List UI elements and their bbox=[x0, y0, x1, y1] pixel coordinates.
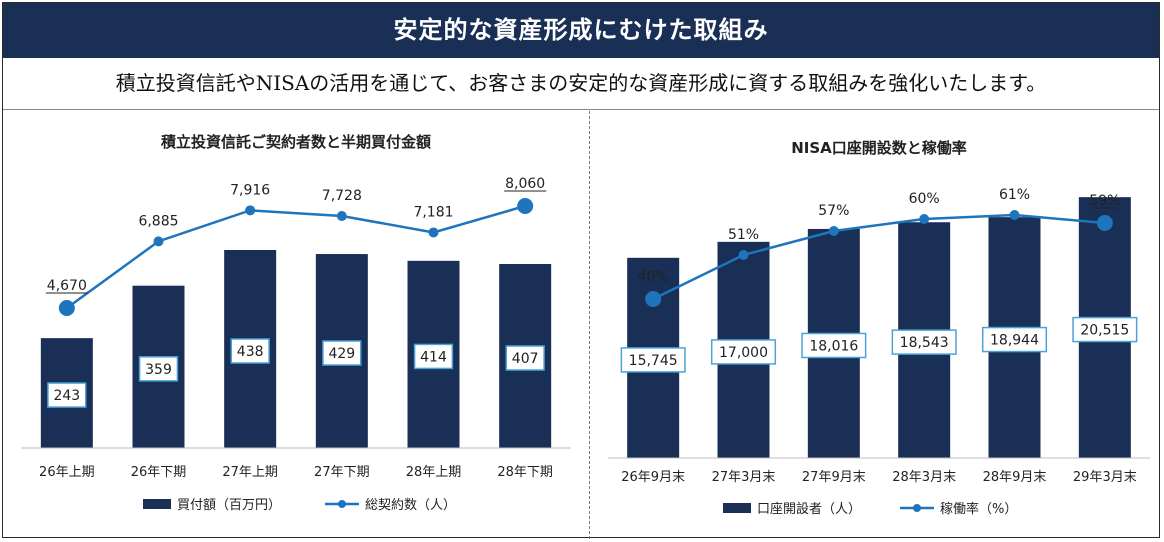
legend-bar-swatch bbox=[723, 503, 751, 513]
line-point-5 bbox=[428, 227, 439, 238]
bar-value-label: 438 bbox=[237, 344, 264, 360]
chart-title: 積立投資信託ご契約者数と半期買付金額 bbox=[160, 133, 431, 151]
legend-bar-swatch bbox=[143, 499, 171, 509]
panel-vertical-divider bbox=[589, 111, 590, 539]
bar-value-label-box bbox=[138, 356, 179, 382]
line-point-4 bbox=[919, 214, 930, 224]
bar-value-label-box bbox=[891, 329, 957, 355]
chart-title: NISA口座開設数と稼働率 bbox=[791, 139, 967, 157]
line-point-3 bbox=[245, 205, 256, 216]
bar-value-label: 18,016 bbox=[809, 338, 858, 354]
bar-value-label: 243 bbox=[53, 388, 80, 404]
bar-value-label: 17,000 bbox=[719, 345, 768, 361]
banner-title: 安定的な資産形成にむけた取組み bbox=[3, 3, 1159, 58]
category-label: 28年上期 bbox=[406, 465, 462, 480]
category-label: 26年9月末 bbox=[621, 470, 685, 485]
bar-value-label-box bbox=[801, 332, 867, 359]
line-value-label: 7,181 bbox=[413, 204, 453, 220]
bar-value-label: 359 bbox=[145, 362, 172, 378]
line-value-label: 59% bbox=[1089, 193, 1120, 209]
series-line bbox=[652, 213, 1105, 301]
line-value-label: 4,670 bbox=[47, 278, 87, 294]
bar-value-label-box bbox=[47, 382, 87, 408]
bar-value-label: 20,515 bbox=[1080, 323, 1129, 339]
line-point-1 bbox=[58, 300, 75, 316]
legend-line-label: 稼働率（%） bbox=[940, 501, 1017, 517]
legend-line-label: 総契約数（人） bbox=[365, 498, 456, 513]
line-value-label: 51% bbox=[728, 227, 759, 243]
category-label: 27年下期 bbox=[314, 465, 370, 480]
line-value-label: 7,728 bbox=[322, 188, 362, 204]
line-point-2 bbox=[153, 236, 164, 247]
legend-bar-label: 買付額（百万円） bbox=[177, 498, 281, 513]
line-point-3 bbox=[828, 226, 839, 236]
bar-value-label-box bbox=[1072, 316, 1138, 343]
chart-panel-nisa: NISA口座開設数と稼働率 15,745 17,000 18,016 18,543 18,… bbox=[590, 111, 1161, 539]
bar-value-label: 15,745 bbox=[629, 353, 678, 369]
panel-top-divider bbox=[3, 109, 1159, 110]
category-label: 28年9月末 bbox=[983, 470, 1047, 485]
chart-panel-contracts: 積立投資信託ご契約者数と半期買付金額 243 359 438 429 414 407 4,67… bbox=[3, 111, 589, 539]
bar-value-label: 18,543 bbox=[900, 335, 949, 351]
category-label: 28年下期 bbox=[497, 465, 553, 480]
legend-line-marker bbox=[913, 504, 921, 512]
bar-value-label: 414 bbox=[420, 349, 447, 365]
category-label: 29年3月末 bbox=[1073, 470, 1137, 485]
line-point-4 bbox=[336, 210, 347, 221]
category-label: 26年上期 bbox=[39, 465, 95, 480]
line-value-label: 57% bbox=[818, 203, 849, 219]
line-point-1 bbox=[645, 291, 662, 307]
legend-bar-label: 口座開設者（人） bbox=[757, 501, 861, 517]
bar-value-label-box bbox=[322, 340, 362, 366]
bar-value-label-box bbox=[505, 345, 545, 371]
bar-value-label: 429 bbox=[328, 346, 355, 362]
bar-value-label: 407 bbox=[512, 351, 539, 367]
subtitle-text: 積立投資信託やNISAの活用を通じて、お客さまの安定的な資産形成に資する取組みを… bbox=[115, 71, 1047, 95]
bar-value-label-box bbox=[981, 326, 1048, 353]
legend-line-marker bbox=[338, 500, 346, 508]
line-value-label: 60% bbox=[909, 191, 940, 207]
line-point-2 bbox=[738, 250, 749, 260]
bar-value-label-box bbox=[710, 339, 777, 365]
line-value-label: 6,885 bbox=[138, 213, 178, 229]
category-label: 26年下期 bbox=[131, 465, 187, 480]
line-value-label: 61% bbox=[999, 187, 1030, 203]
category-label: 27年9月末 bbox=[802, 470, 866, 485]
line-point-6 bbox=[517, 198, 534, 214]
bar-value-label: 18,944 bbox=[990, 333, 1039, 349]
category-label: 28年3月末 bbox=[892, 470, 956, 485]
line-value-label: 40% bbox=[638, 269, 669, 285]
chart-nisa-svg: NISA口座開設数と稼働率 15,745 17,000 18,016 18,543 18,… bbox=[608, 139, 1150, 517]
line-value-label: 7,916 bbox=[230, 182, 270, 198]
bar-value-label-box bbox=[413, 343, 454, 370]
chart-contracts-svg: 積立投資信託ご契約者数と半期買付金額 243 359 438 429 414 407 4,67… bbox=[21, 133, 571, 513]
category-label: 27年上期 bbox=[222, 465, 278, 480]
line-point-5 bbox=[1009, 210, 1020, 220]
line-point-6 bbox=[1096, 215, 1113, 231]
category-label: 27年3月末 bbox=[712, 470, 776, 485]
series-line bbox=[66, 204, 526, 310]
line-value-label: 8,060 bbox=[505, 176, 545, 192]
bar-value-label-box bbox=[230, 338, 270, 364]
bar-value-label-box bbox=[620, 347, 686, 373]
